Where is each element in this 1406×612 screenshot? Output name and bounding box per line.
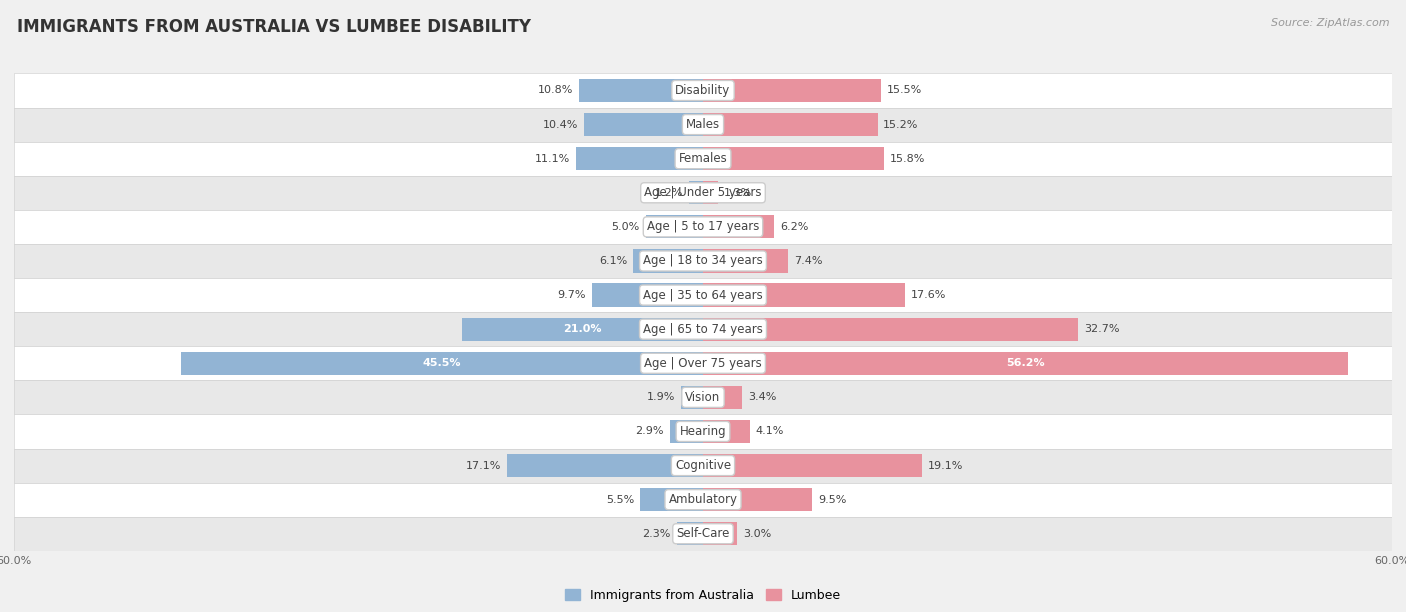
Bar — [689, 181, 703, 204]
Text: 17.6%: 17.6% — [911, 290, 946, 300]
Text: Ambulatory: Ambulatory — [668, 493, 738, 506]
Text: 5.5%: 5.5% — [606, 494, 634, 505]
Text: Vision: Vision — [685, 391, 721, 404]
Bar — [703, 454, 922, 477]
Text: 3.0%: 3.0% — [744, 529, 772, 539]
Bar — [703, 386, 742, 409]
Text: 4.1%: 4.1% — [756, 427, 785, 436]
Bar — [14, 414, 1392, 449]
Bar — [592, 283, 703, 307]
Text: 2.3%: 2.3% — [643, 529, 671, 539]
Bar — [14, 176, 1392, 210]
Bar — [669, 420, 703, 443]
Bar — [14, 108, 1392, 141]
Text: 2.9%: 2.9% — [636, 427, 664, 436]
Bar — [461, 318, 703, 341]
Text: Age | Under 5 years: Age | Under 5 years — [644, 186, 762, 200]
Bar — [703, 181, 718, 204]
Text: 15.8%: 15.8% — [890, 154, 925, 163]
Bar — [180, 352, 703, 375]
Bar — [14, 346, 1392, 380]
Text: Age | Over 75 years: Age | Over 75 years — [644, 357, 762, 370]
Bar — [703, 113, 877, 136]
Text: 21.0%: 21.0% — [564, 324, 602, 334]
Text: 6.1%: 6.1% — [599, 256, 627, 266]
Bar — [14, 141, 1392, 176]
Text: Cognitive: Cognitive — [675, 459, 731, 472]
Text: Disability: Disability — [675, 84, 731, 97]
Legend: Immigrants from Australia, Lumbee: Immigrants from Australia, Lumbee — [560, 584, 846, 606]
Bar — [676, 522, 703, 545]
Bar — [579, 79, 703, 102]
Text: Hearing: Hearing — [679, 425, 727, 438]
Bar — [703, 522, 738, 545]
Bar — [703, 215, 775, 239]
Text: 10.8%: 10.8% — [538, 86, 574, 95]
Text: 7.4%: 7.4% — [794, 256, 823, 266]
Bar — [640, 488, 703, 511]
Bar — [703, 147, 884, 170]
Bar — [14, 517, 1392, 551]
Text: 9.7%: 9.7% — [557, 290, 586, 300]
Bar — [14, 210, 1392, 244]
Text: 45.5%: 45.5% — [423, 358, 461, 368]
Bar — [14, 244, 1392, 278]
Text: 11.1%: 11.1% — [534, 154, 569, 163]
Text: Age | 35 to 64 years: Age | 35 to 64 years — [643, 289, 763, 302]
Text: 1.9%: 1.9% — [647, 392, 675, 402]
Bar — [703, 420, 749, 443]
Bar — [575, 147, 703, 170]
Text: 56.2%: 56.2% — [1007, 358, 1045, 368]
Bar — [633, 249, 703, 272]
Text: 10.4%: 10.4% — [543, 119, 578, 130]
Bar — [14, 73, 1392, 108]
Text: Self-Care: Self-Care — [676, 528, 730, 540]
Text: 6.2%: 6.2% — [780, 222, 808, 232]
Bar — [645, 215, 703, 239]
Bar — [583, 113, 703, 136]
Text: 9.5%: 9.5% — [818, 494, 846, 505]
Text: 15.5%: 15.5% — [887, 86, 922, 95]
Text: 3.4%: 3.4% — [748, 392, 776, 402]
Text: 19.1%: 19.1% — [928, 461, 963, 471]
Bar — [703, 249, 787, 272]
Text: Source: ZipAtlas.com: Source: ZipAtlas.com — [1271, 18, 1389, 28]
Text: 17.1%: 17.1% — [465, 461, 501, 471]
Text: 1.3%: 1.3% — [724, 188, 752, 198]
Text: 15.2%: 15.2% — [883, 119, 918, 130]
Text: Age | 18 to 34 years: Age | 18 to 34 years — [643, 255, 763, 267]
Text: IMMIGRANTS FROM AUSTRALIA VS LUMBEE DISABILITY: IMMIGRANTS FROM AUSTRALIA VS LUMBEE DISA… — [17, 18, 531, 36]
Bar — [14, 380, 1392, 414]
Bar — [703, 488, 813, 511]
Bar — [14, 483, 1392, 517]
Text: 5.0%: 5.0% — [612, 222, 640, 232]
Bar — [14, 312, 1392, 346]
Text: Males: Males — [686, 118, 720, 131]
Text: Age | 5 to 17 years: Age | 5 to 17 years — [647, 220, 759, 233]
Bar — [14, 449, 1392, 483]
Bar — [703, 283, 905, 307]
Text: Age | 65 to 74 years: Age | 65 to 74 years — [643, 323, 763, 335]
Bar — [681, 386, 703, 409]
Text: 1.2%: 1.2% — [655, 188, 683, 198]
Text: 32.7%: 32.7% — [1084, 324, 1119, 334]
Bar — [14, 278, 1392, 312]
Bar — [703, 352, 1348, 375]
Text: Females: Females — [679, 152, 727, 165]
Bar — [703, 318, 1078, 341]
Bar — [506, 454, 703, 477]
Bar — [703, 79, 882, 102]
